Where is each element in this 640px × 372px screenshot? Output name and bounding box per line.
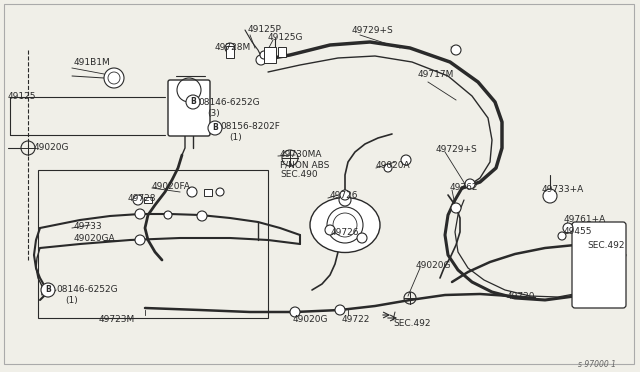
Circle shape xyxy=(164,211,172,219)
Circle shape xyxy=(256,55,266,65)
Text: 49020G: 49020G xyxy=(34,143,70,152)
Circle shape xyxy=(186,95,200,109)
Text: 08146-6252G: 08146-6252G xyxy=(56,285,118,294)
Text: 08156-8202F: 08156-8202F xyxy=(220,122,280,131)
Text: 49761+A: 49761+A xyxy=(564,215,606,224)
Text: SEC.492: SEC.492 xyxy=(587,241,625,250)
Text: SEC.492: SEC.492 xyxy=(393,319,431,328)
Text: 49723M: 49723M xyxy=(99,315,135,324)
Circle shape xyxy=(135,209,145,219)
Circle shape xyxy=(104,68,124,88)
Ellipse shape xyxy=(310,198,380,253)
Circle shape xyxy=(543,189,557,203)
Circle shape xyxy=(401,155,411,165)
Circle shape xyxy=(197,211,207,221)
Bar xyxy=(278,47,286,57)
Bar xyxy=(226,46,234,58)
Text: 49020A: 49020A xyxy=(376,161,411,170)
Bar xyxy=(144,197,152,203)
Text: B: B xyxy=(45,285,51,295)
Circle shape xyxy=(465,179,475,189)
Circle shape xyxy=(340,190,350,200)
Text: 49726: 49726 xyxy=(330,191,358,200)
FancyBboxPatch shape xyxy=(168,80,210,136)
Circle shape xyxy=(384,164,392,172)
Text: 49125G: 49125G xyxy=(268,33,303,42)
Circle shape xyxy=(225,43,235,53)
Text: 49722: 49722 xyxy=(342,315,371,324)
Text: 49020G: 49020G xyxy=(293,315,328,324)
Circle shape xyxy=(563,223,573,233)
Text: 49717M: 49717M xyxy=(418,70,454,79)
Text: 49733+A: 49733+A xyxy=(542,185,584,194)
Text: 49733: 49733 xyxy=(74,222,102,231)
Text: 49729+S: 49729+S xyxy=(436,145,477,154)
Text: 49728: 49728 xyxy=(128,194,157,203)
Circle shape xyxy=(216,188,224,196)
Circle shape xyxy=(451,45,461,55)
Text: 49726: 49726 xyxy=(331,228,360,237)
Text: 49728M: 49728M xyxy=(215,43,252,52)
Circle shape xyxy=(339,194,351,206)
Text: 49125P: 49125P xyxy=(248,25,282,34)
Text: 49020GA: 49020GA xyxy=(74,234,116,243)
Text: s 97000 1: s 97000 1 xyxy=(578,360,616,369)
Text: 49730MA: 49730MA xyxy=(280,150,323,159)
Circle shape xyxy=(451,203,461,213)
Circle shape xyxy=(133,195,143,205)
Text: 49720: 49720 xyxy=(507,292,536,301)
Circle shape xyxy=(335,305,345,315)
Text: 49125: 49125 xyxy=(8,92,36,101)
FancyBboxPatch shape xyxy=(572,222,626,308)
Bar xyxy=(204,189,212,196)
Text: 49020FA: 49020FA xyxy=(152,182,191,191)
Text: B: B xyxy=(212,124,218,132)
Text: (3): (3) xyxy=(207,109,220,118)
Circle shape xyxy=(41,283,55,297)
Text: 49455: 49455 xyxy=(564,227,593,236)
Circle shape xyxy=(135,235,145,245)
Text: (1): (1) xyxy=(65,296,77,305)
Text: (1): (1) xyxy=(229,133,242,142)
Text: 08146-6252G: 08146-6252G xyxy=(198,98,260,107)
Circle shape xyxy=(325,225,335,235)
Text: 49762: 49762 xyxy=(450,183,479,192)
Circle shape xyxy=(290,307,300,317)
Circle shape xyxy=(260,51,268,59)
Circle shape xyxy=(187,187,197,197)
Text: 49729+S: 49729+S xyxy=(352,26,394,35)
Circle shape xyxy=(357,233,367,243)
Bar xyxy=(264,47,276,63)
Text: 49020G: 49020G xyxy=(416,261,451,270)
Text: B: B xyxy=(190,97,196,106)
Circle shape xyxy=(558,232,566,240)
Circle shape xyxy=(208,121,222,135)
Text: SEC.490: SEC.490 xyxy=(280,170,317,179)
Text: 491B1M: 491B1M xyxy=(74,58,111,67)
Bar xyxy=(38,170,268,318)
Text: F/NON ABS: F/NON ABS xyxy=(280,160,330,169)
